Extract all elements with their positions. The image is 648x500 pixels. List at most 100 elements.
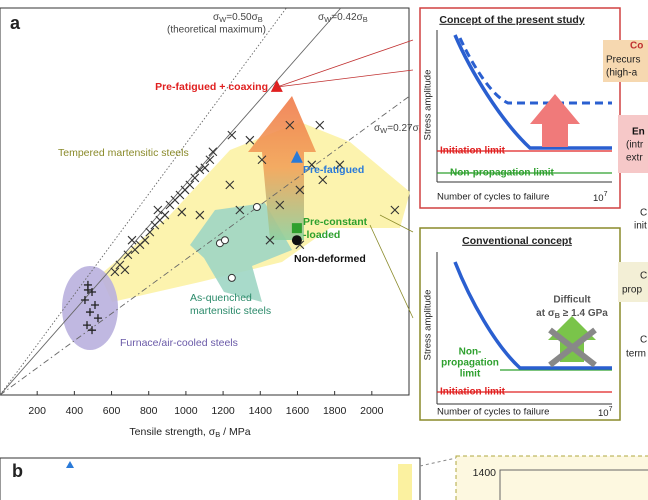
- cross-marker: [265, 235, 275, 245]
- reference-note: (theoretical maximum): [167, 25, 266, 36]
- text-part: =0.50σ: [226, 12, 258, 23]
- x-tick-label: 600: [103, 405, 121, 417]
- x-tick-label: 1200: [211, 405, 235, 417]
- cross-marker: [245, 135, 255, 145]
- series-label: As-quenched: [190, 292, 252, 304]
- text-part: σ: [213, 12, 220, 23]
- x-tick-label: 1600: [286, 405, 310, 417]
- x-tick-label: 800: [140, 405, 158, 417]
- non-propagation-label: Non-propagation limit: [450, 168, 555, 179]
- series-label: martensitic steels: [190, 305, 271, 317]
- plus-marker: [88, 326, 97, 335]
- plus-marker: [83, 285, 92, 294]
- data-marks: [80, 79, 400, 335]
- circle-marker: [252, 203, 261, 212]
- initiation-label: Initiation limit: [440, 387, 506, 398]
- series-label: Furnace/air-cooled steels: [120, 337, 238, 349]
- cross-marker: [195, 210, 205, 220]
- cross-marker: [225, 180, 235, 190]
- circle-marker: [220, 236, 229, 245]
- regions: [62, 96, 410, 350]
- plus-marker: [83, 321, 92, 330]
- series-label: Pre-constant: [303, 216, 368, 228]
- reference-label: σW=0.50σB: [213, 12, 263, 24]
- cross-marker: [335, 160, 345, 170]
- reference-label: σW=0.42σB: [318, 12, 368, 24]
- subscript: B: [363, 15, 368, 24]
- non-propagation-line-text: Non-: [459, 347, 482, 358]
- cycles-exp: 7: [609, 406, 613, 413]
- cross-marker: [285, 120, 295, 130]
- subscript: W: [324, 15, 332, 24]
- plus-marker: [80, 296, 89, 305]
- text-part: =0.27σ: [387, 123, 419, 134]
- panel-b-frame: [0, 457, 421, 500]
- sn-curve: [453, 261, 612, 370]
- b-marker: [66, 461, 74, 468]
- subscript: B: [258, 15, 263, 24]
- inset-x-label: Number of cycles to failure: [437, 407, 549, 418]
- x-tick-label: 200: [28, 405, 46, 417]
- cycles-exp: 7: [604, 191, 608, 198]
- x-tick-label: 400: [66, 405, 84, 417]
- cropped-text: term: [626, 349, 646, 360]
- b-region: [398, 464, 412, 500]
- triangle-marker: [290, 150, 303, 163]
- series-label: Non-deformed: [294, 253, 366, 265]
- connector: [276, 69, 414, 88]
- cross-marker: [227, 130, 237, 140]
- cross-marker: [123, 250, 133, 260]
- cropped-text: Precurs: [606, 55, 640, 66]
- cross-marker: [235, 205, 245, 215]
- subscript: B: [555, 311, 561, 320]
- cross-marker: [195, 165, 205, 175]
- cross-marker: [185, 180, 195, 190]
- text-part: at σ: [536, 308, 555, 319]
- cross-marker: [208, 147, 218, 157]
- cross-marker: [127, 235, 137, 245]
- x-tick-label: 1400: [249, 405, 273, 417]
- inset-y-label: Stress amplitude: [423, 70, 434, 141]
- cropped-text: C: [640, 208, 647, 219]
- text-part: σ: [318, 12, 325, 23]
- cropped-box: [618, 115, 648, 173]
- cross-marker: [160, 210, 170, 220]
- cross-marker: [145, 227, 155, 237]
- cross-marker: [205, 155, 215, 165]
- cross-out: [548, 327, 597, 368]
- inset-conventional: [419, 227, 621, 421]
- cropped-box: [618, 262, 648, 302]
- difficult-condition: at σB ≥ 1.4 GPa: [536, 308, 608, 320]
- inset-title: Concept of the present study: [439, 14, 584, 26]
- initiation-label: Initiation limit: [440, 146, 506, 157]
- cycles-label: 107: [593, 191, 608, 204]
- cycles-base: 10: [593, 193, 604, 204]
- non-propagation-line-text: limit: [460, 369, 481, 380]
- sn-curve: [453, 34, 612, 150]
- cropped-text: Co: [630, 41, 643, 52]
- x-tick-label: 1800: [323, 405, 347, 417]
- cross-marker: [318, 175, 328, 185]
- b-inset: [455, 455, 648, 500]
- cropped-text: C: [640, 335, 647, 346]
- text-part: Tensile strength, σ: [129, 426, 215, 438]
- cropped-text: C: [640, 271, 647, 282]
- text-part: σ: [374, 123, 381, 134]
- inset-x-label: Number of cycles to failure: [437, 192, 549, 203]
- text-part: ≥ 1.4 GPa: [560, 308, 608, 319]
- series-label: -loaded: [303, 229, 340, 241]
- raise-arrow: [530, 94, 580, 147]
- as-quenched-region: [190, 203, 292, 302]
- reference-line: [0, 96, 410, 396]
- subscript: W: [380, 126, 388, 135]
- x-tick-label: 2000: [360, 405, 384, 417]
- cross-marker: [153, 205, 163, 215]
- connector: [369, 224, 414, 319]
- b-inset-frame: [499, 469, 648, 500]
- plus-marker: [90, 301, 99, 310]
- triangle-marker: [270, 79, 283, 92]
- connector: [419, 457, 457, 467]
- cropped-text: En: [632, 127, 645, 138]
- x-tick-label: 1000: [174, 405, 198, 417]
